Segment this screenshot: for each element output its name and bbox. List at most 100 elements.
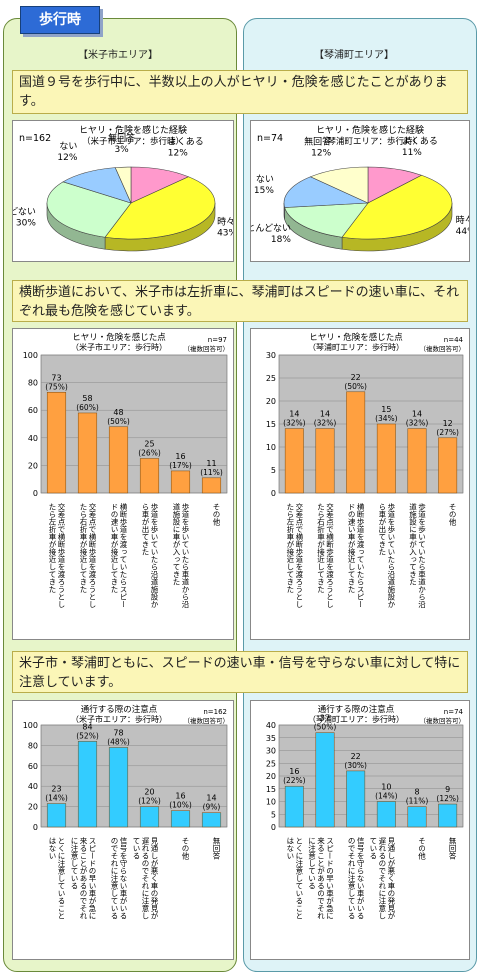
x-tick-label-line: 信号を守らない車がいる — [119, 836, 128, 920]
bar-percent-label: (10%) — [169, 801, 192, 810]
x-tick-label-line: たら左折車が接近してきた — [286, 503, 295, 594]
pie-slice-percent: 18% — [271, 235, 291, 245]
x-tick-label-line: 見通しが悪く車の発見が — [150, 837, 159, 920]
x-tick-label-line: ドの速い車が接近してきた — [110, 503, 119, 593]
bar — [438, 803, 458, 828]
bar — [77, 412, 98, 494]
note-danger-points: 横断歩道において、米子市は左折車に、琴浦町はスピードの速い車に、それぞれ最も危険… — [12, 280, 468, 322]
bar-percent-label: (32%) — [406, 419, 429, 428]
bar — [139, 806, 160, 828]
x-tick-label-line: 交差点で横断歩道を渡ろうとし — [325, 502, 334, 609]
pie-slice-label: 時々ある — [456, 215, 469, 226]
bar-value-label: 84 — [82, 722, 92, 731]
y-tick-label: 10 — [266, 798, 276, 807]
y-tick-label: 5 — [271, 810, 276, 819]
x-tick-label-line: に注意している — [70, 837, 79, 890]
pie-slice-percent: 11% — [402, 148, 422, 158]
pie-slice-percent: 12% — [168, 149, 188, 159]
y-tick-label: 40 — [28, 434, 38, 443]
bar-value-label: 23 — [51, 785, 61, 794]
bar-percent-label: (32%) — [283, 419, 306, 428]
bar-percent-label: (26%) — [138, 449, 161, 458]
y-tick-label: 80 — [28, 379, 38, 388]
bar — [170, 470, 191, 494]
bar — [46, 392, 67, 494]
x-tick-label-line: のでそれに注意している — [110, 837, 119, 920]
bar-panel-danger-kotoura: ヒヤリ・危険を感じた点 （琴浦町エリア：歩行時） n=44 （複数回答可） 0 5 10 15… — [250, 328, 470, 640]
bar-n-sub: （複数回答可） — [420, 716, 466, 725]
bar-value-label: 37 — [320, 714, 330, 723]
area-label-yonago: 【米子市エリア】 — [78, 50, 158, 61]
bar — [315, 732, 335, 828]
bar-value-label: 48 — [113, 408, 123, 417]
note-caution-points: 米子市・琴浦町ともに、スピードの速い車・信号を守らない車に対して特に注意していま… — [12, 651, 468, 693]
x-tick-label-line: ドの速い車が接近してきた — [347, 503, 356, 593]
x-tick-label-line: 来ることがあるのでそれ — [316, 837, 325, 920]
bar-percent-label: (34%) — [375, 414, 398, 423]
bar — [170, 810, 191, 828]
x-tick-label-line: 交差点で横断歩道を渡ろうとし — [295, 502, 304, 609]
x-tick-label-line: 遅れるのでそれに注意し — [141, 837, 150, 920]
bar — [376, 801, 396, 828]
pie-n-label: n=74 — [257, 133, 283, 144]
bar-percent-label: (14%) — [45, 794, 68, 803]
y-tick-label: 35 — [266, 734, 276, 743]
bar-value-label: 16 — [175, 452, 185, 461]
bar-subtitle: （琴浦町エリア：歩行時） — [308, 342, 404, 352]
pie-slice-label: 無回答 — [108, 132, 135, 144]
x-tick-label-line: 遅れるのでそれに注意し — [378, 837, 387, 920]
bar-title: 通行する際の注意点 — [81, 704, 158, 715]
y-tick-label: 40 — [28, 782, 38, 791]
bar-percent-label: (11%) — [200, 468, 223, 477]
bar — [77, 741, 98, 828]
x-tick-label-line: たら右折車が接近してきた — [316, 503, 325, 594]
pie-slice — [284, 202, 369, 238]
bar-title: ヒヤリ・危険を感じた点 — [72, 332, 166, 343]
bar-chart-danger-kotoura: ヒヤリ・危険を感じた点（琴浦町エリア：歩行時） n=44（複数回答可） 0 5 10 15… — [266, 332, 465, 609]
bar-value-label: 14 — [412, 410, 422, 419]
bar-subtitle: （米子市エリア：歩行時） — [71, 342, 167, 352]
y-tick-label: 5 — [271, 466, 276, 475]
bar-n-label: n=97 — [208, 336, 227, 344]
pie-slice — [283, 176, 369, 208]
bar — [46, 803, 67, 828]
bar — [376, 423, 396, 494]
x-tick-label-line: 見通しが悪く車の発見が — [387, 837, 396, 920]
bar-value-label: 10 — [381, 783, 391, 792]
bar-value-label: 22 — [351, 752, 361, 761]
x-tick-label-line: 歩道を歩いていたら沿道施設か — [387, 502, 396, 609]
x-tick-label-line: ら車が出てきた — [141, 503, 150, 556]
pie-panel-yonago: ヒヤリ・危険を感じた経験（米子市エリア：歩行時）n=162よくある12%時々ある… — [0, 120, 253, 262]
pie-slice-label: ない — [256, 174, 274, 185]
y-tick-label: 25 — [266, 759, 276, 768]
bar — [407, 428, 427, 494]
y-tick-label: 25 — [266, 374, 276, 383]
x-tick-label-line: とくに注意していること — [295, 837, 304, 920]
y-tick-label: 0 — [271, 489, 276, 498]
bar-percent-label: (11%) — [406, 797, 429, 806]
bar-n-label: n=74 — [444, 708, 464, 716]
bar — [284, 428, 304, 494]
bar-subtitle: （米子市エリア：歩行時） — [71, 714, 167, 724]
pie-subtitle: （琴浦町エリア：歩行時） — [319, 136, 421, 147]
bar-percent-label: (50%) — [314, 723, 337, 732]
pie-title: ヒヤリ・危険を感じた経験 — [79, 124, 187, 136]
pie-slice-percent: 43% — [217, 228, 233, 238]
y-tick-label: 30 — [266, 747, 276, 756]
bar-n-sub: （複数回答可） — [184, 716, 230, 725]
bar-percent-label: (17%) — [169, 461, 192, 470]
y-tick-label: 10 — [266, 443, 276, 452]
pie-slice-label: ほとんどない — [13, 206, 36, 217]
bar-value-label: 78 — [113, 728, 123, 737]
bar-percent-label: (60%) — [76, 403, 99, 412]
bar — [438, 437, 458, 494]
bar-percent-label: (52%) — [76, 731, 99, 740]
pie-slice — [130, 166, 190, 204]
bar-percent-label: (48%) — [107, 737, 130, 746]
bar-n-label: n=44 — [444, 336, 464, 344]
bar-value-label: 12 — [443, 419, 453, 428]
bar-value-label: 8 — [414, 788, 419, 797]
y-tick-label: 60 — [28, 406, 38, 415]
